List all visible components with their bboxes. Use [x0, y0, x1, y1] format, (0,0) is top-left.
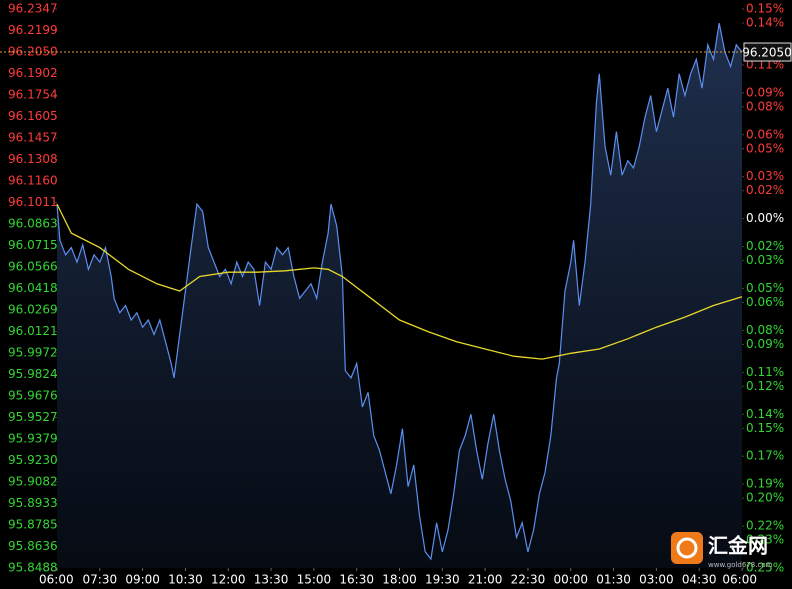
y-tick-label: 95.8785 — [8, 517, 58, 531]
y2-tick-label: 0.12% — [746, 379, 784, 393]
y-tick-label: 96.0715 — [8, 238, 58, 252]
y-tick-label: 95.9824 — [8, 367, 58, 381]
y2-tick-label: 0.05% — [746, 141, 784, 155]
x-tick-label: 19:30 — [425, 573, 460, 587]
y2-tick-label: 0.02% — [746, 183, 784, 197]
y2-tick-label: 0.17% — [746, 449, 784, 463]
last-price-label: 96.2050 — [742, 46, 792, 60]
x-tick-label: 04:30 — [682, 573, 717, 587]
x-tick-label: 15:00 — [297, 573, 332, 587]
price-line — [56, 22, 743, 561]
price-area — [57, 23, 742, 569]
y-tick-label: 96.0863 — [8, 216, 58, 230]
y-tick-label: 96.0418 — [8, 281, 58, 295]
y2-tick-label: 0.19% — [746, 477, 784, 491]
y-tick-label: 95.9082 — [8, 474, 58, 488]
x-tick-label: 01:30 — [596, 573, 631, 587]
y-tick-label: 95.8933 — [8, 496, 58, 510]
x-tick-label: 09:00 — [125, 573, 160, 587]
x-tick-label: 18:00 — [382, 573, 417, 587]
y2-tick-label: 0.06% — [746, 295, 784, 309]
y-tick-label: 95.9379 — [8, 431, 58, 445]
logo: 汇金网 www.gold678.com — [671, 532, 773, 569]
y-tick-label: 96.2347 — [8, 2, 58, 16]
y-tick-label: 96.1160 — [8, 173, 58, 187]
y-tick-label: 96.0269 — [8, 303, 58, 317]
y2-tick-label: 0.14% — [746, 407, 784, 421]
x-tick-label: 06:00 — [39, 573, 74, 587]
logo-site: www.gold678.com — [708, 561, 773, 569]
y2-tick-label: 0.23% — [746, 533, 784, 547]
x-tick-label: 06:00 — [722, 573, 757, 587]
y-tick-label: 96.0566 — [8, 259, 58, 273]
x-tick-label: 07:30 — [83, 573, 118, 587]
x-tick-label: 21:00 — [468, 573, 503, 587]
y-tick-label: 96.2199 — [8, 23, 58, 37]
y2-tick-label: 0.15% — [746, 2, 784, 16]
y2-tick-label: 0.08% — [746, 323, 784, 337]
logo-name: 汇金网 — [708, 534, 768, 558]
y2-tick-label: 0.00% — [746, 211, 784, 225]
y2-tick-label: 0.15% — [746, 421, 784, 435]
logo-icon — [671, 532, 703, 564]
x-tick-label: 22:30 — [511, 573, 546, 587]
x-tick-label: 10:30 — [168, 573, 203, 587]
y2-tick-label: 0.08% — [746, 99, 784, 113]
y-tick-label: 96.1457 — [8, 130, 58, 144]
x-tick-label: 16:30 — [339, 573, 374, 587]
x-tick-label: 00:00 — [553, 573, 588, 587]
y2-tick-label: 0.02% — [746, 239, 784, 253]
x-tick-label: 03:00 — [639, 573, 674, 587]
average-line — [56, 203, 743, 360]
y2-tick-label: 0.14% — [746, 15, 784, 29]
y2-tick-label: 0.03% — [746, 253, 784, 267]
y-tick-label: 95.9527 — [8, 410, 58, 424]
y-tick-label: 95.8488 — [8, 561, 58, 575]
y-tick-label: 96.1308 — [8, 152, 58, 166]
y-tick-label: 96.1902 — [8, 66, 58, 80]
y2-tick-label: 0.20% — [746, 491, 784, 505]
last-price-box — [743, 42, 792, 62]
y-tick-label: 95.9230 — [8, 453, 58, 467]
y-tick-label: 96.1605 — [8, 109, 58, 123]
y2-tick-label: 0.09% — [746, 337, 784, 351]
y-tick-label: 95.8636 — [8, 539, 58, 553]
y-tick-label: 95.9676 — [8, 388, 58, 402]
y2-tick-label: 0.25% — [746, 561, 784, 575]
y2-tick-label: 0.06% — [746, 127, 784, 141]
y2-tick-label: 0.03% — [746, 169, 784, 183]
y2-tick-label: 0.09% — [746, 85, 784, 99]
y2-tick-label: 0.22% — [746, 519, 784, 533]
y-tick-label: 95.9972 — [8, 346, 58, 360]
x-tick-label: 12:00 — [211, 573, 246, 587]
y-tick-label: 96.0121 — [8, 324, 58, 338]
y2-tick-label: 0.05% — [746, 281, 784, 295]
y-tick-label: 96.1011 — [8, 195, 58, 209]
y-tick-label: 96.1754 — [8, 87, 58, 101]
logo-ring — [676, 537, 698, 559]
y2-tick-label: 0.11% — [746, 365, 784, 379]
x-tick-label: 13:30 — [254, 573, 289, 587]
